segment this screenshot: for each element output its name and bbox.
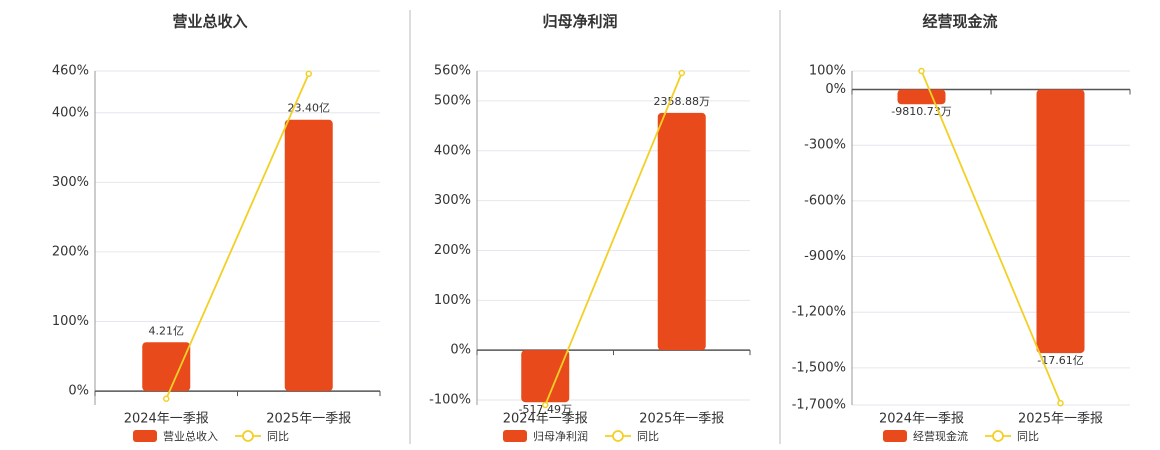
line-marker (1057, 399, 1064, 407)
chart-title: 归母净利润 (542, 13, 617, 31)
y-tick-label: -600% (804, 193, 846, 208)
bar (1036, 89, 1085, 354)
y-tick-label: -900% (804, 249, 846, 264)
line-marker (678, 69, 685, 77)
legend-label: 经营现金流 (913, 429, 968, 443)
bar (521, 350, 570, 403)
y-tick-label: 100% (434, 293, 471, 308)
y-tick-label: 0% (68, 384, 89, 399)
legend-swatch (133, 430, 157, 442)
bar-value-label: 23.40亿 (288, 102, 331, 115)
y-tick-label: 200% (434, 243, 471, 258)
legend-swatch (503, 430, 527, 442)
y-tick-label: 400% (52, 105, 89, 120)
bar (284, 119, 333, 392)
legend-label: 同比 (637, 430, 659, 443)
chart-title: 营业总收入 (172, 13, 247, 31)
y-tick-label: -1,500% (792, 360, 846, 375)
bar-value-label: 2358.88万 (654, 95, 711, 108)
y-tick-label: 200% (52, 244, 89, 259)
legend-label: 归母净利润 (533, 429, 588, 443)
legend-marker (612, 430, 624, 442)
x-tick-label: 2025年一季报 (266, 412, 351, 427)
y-tick-label: 100% (52, 314, 89, 329)
line-marker (305, 70, 312, 78)
line (544, 72, 683, 406)
y-tick-label: -300% (804, 138, 846, 153)
legend-label: 同比 (1017, 430, 1039, 443)
y-tick-label: 400% (434, 143, 471, 158)
line (165, 73, 310, 400)
bar (142, 342, 191, 392)
x-tick-label: 2024年一季报 (879, 412, 964, 427)
y-tick-label: 500% (434, 93, 471, 108)
bar-value-label: -17.61亿 (1037, 354, 1083, 367)
legend-label: 同比 (267, 430, 289, 443)
y-tick-label: -100% (429, 393, 471, 408)
y-tick-label: 100% (809, 64, 846, 79)
x-tick-label: 2024年一季报 (124, 412, 209, 427)
legend-marker (992, 430, 1004, 442)
x-tick-label: 2025年一季报 (1018, 412, 1103, 427)
legend-label: 营业总收入 (163, 429, 218, 443)
bar-value-label: -517.49万 (519, 403, 572, 416)
line (920, 70, 1062, 404)
bar (657, 112, 706, 351)
y-tick-label: 460% (52, 64, 89, 79)
x-tick-label: 2025年一季报 (639, 412, 724, 427)
chart-title: 经营现金流 (922, 13, 997, 31)
bar-value-label: 4.21亿 (149, 324, 185, 337)
bar-value-label: -9810.73万 (891, 105, 951, 118)
y-tick-label: -1,200% (792, 305, 846, 320)
y-tick-label: 300% (52, 175, 89, 190)
legend-marker (242, 430, 254, 442)
y-tick-label: 0% (825, 82, 846, 97)
y-tick-label: 560% (434, 64, 471, 79)
line-marker (918, 67, 925, 75)
x-tick-label: 2024年一季报 (503, 412, 588, 427)
y-tick-label: 0% (450, 343, 471, 358)
y-tick-label: 300% (434, 193, 471, 208)
line-marker (542, 401, 549, 409)
line-marker (163, 395, 170, 402)
bar (897, 89, 946, 105)
legend-swatch (883, 430, 907, 442)
y-tick-label: -1,700% (792, 398, 846, 413)
